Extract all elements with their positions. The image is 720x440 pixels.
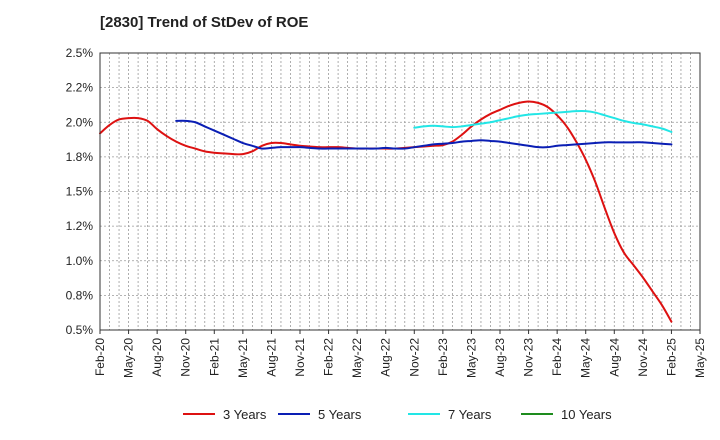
series-line-7-years (413, 110, 673, 133)
y-tick-label: 1.2% (66, 219, 94, 233)
axis-layer: 0.5% 0.8% 1.0% 1.2% 1.5% 1.8% 2.0% 2.2% 2.5% Feb-… (66, 46, 707, 378)
chart-title: [2830] Trend of StDev of ROE (100, 14, 309, 31)
x-tick-label: Nov-22 (407, 338, 421, 377)
x-tick-label: Aug-23 (493, 338, 507, 377)
legend: 3 Years 5 Years 7 Years 10 Years (183, 407, 612, 422)
legend-label-3-years: 3 Years (223, 407, 267, 422)
x-tick-label: Feb-20 (93, 338, 107, 376)
x-tick-label: Nov-21 (293, 338, 307, 377)
legend-label-5-years: 5 Years (318, 407, 362, 422)
series-layer (99, 100, 673, 323)
x-tick-label: Feb-25 (664, 338, 678, 376)
y-tick-label: 2.5% (66, 46, 94, 60)
series-line-5-years (175, 119, 673, 150)
y-tick-label: 1.8% (66, 150, 94, 164)
plot-frame (99, 52, 701, 331)
x-tick-label: May-21 (236, 338, 250, 378)
x-tick-label: May-24 (579, 338, 593, 378)
x-tick-label: Aug-22 (379, 338, 393, 377)
x-tick-label: May-22 (350, 338, 364, 378)
x-tick-label: May-25 (693, 338, 707, 378)
y-tick-label: 2.0% (66, 115, 94, 129)
x-tick-label: Nov-23 (522, 338, 536, 377)
y-tick-label: 1.0% (66, 254, 94, 268)
y-tick-label: 1.5% (66, 185, 94, 199)
x-tick-label: Feb-22 (322, 338, 336, 376)
x-tick-label: May-20 (122, 338, 136, 378)
x-tick-label: Aug-20 (150, 338, 164, 377)
x-tick-label: Aug-24 (607, 338, 621, 377)
x-tick-label: Feb-21 (207, 338, 221, 376)
y-tick-label: 0.5% (66, 323, 94, 337)
legend-label-10-years: 10 Years (561, 407, 612, 422)
y-tick-label: 2.2% (66, 81, 94, 95)
x-tick-label: Aug-21 (264, 338, 278, 377)
x-tick-label: Nov-20 (179, 338, 193, 377)
legend-label-7-years: 7 Years (448, 407, 492, 422)
x-tick-label: Feb-23 (436, 338, 450, 376)
y-tick-label: 0.8% (66, 288, 94, 302)
x-tick-label: Nov-24 (636, 338, 650, 377)
x-tick-label: May-23 (464, 338, 478, 378)
x-tick-label: Feb-24 (550, 338, 564, 376)
